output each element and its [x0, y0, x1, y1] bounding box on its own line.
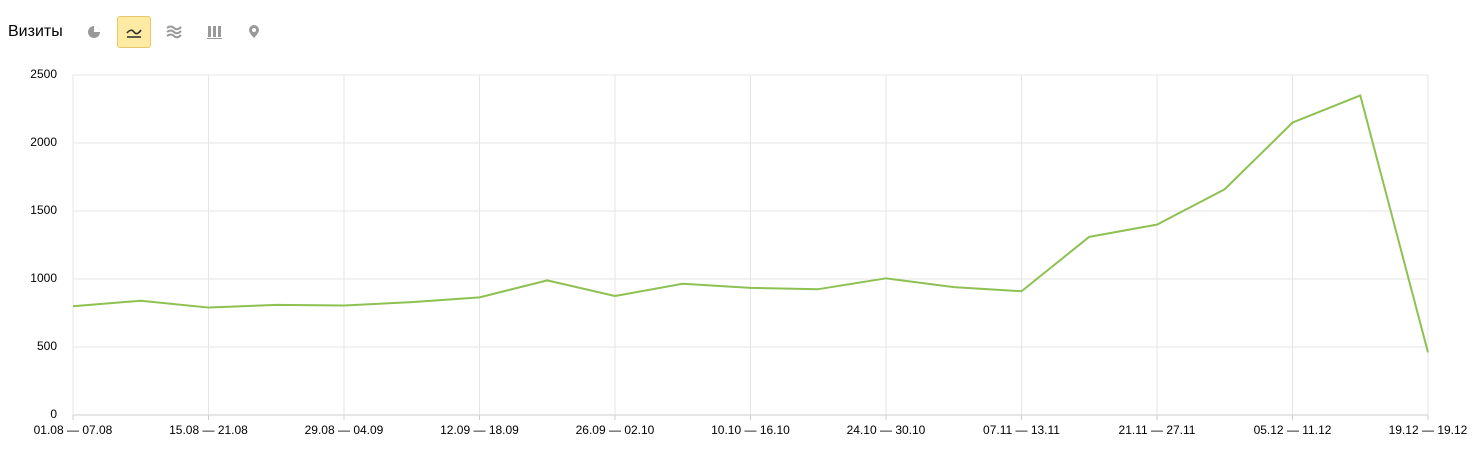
pie-view-button[interactable] [77, 16, 111, 48]
x-tick-label: 10.10 — 16.10 [711, 423, 790, 437]
x-tick-label: 26.09 — 02.10 [576, 423, 655, 437]
x-tick-label: 29.08 — 04.09 [305, 423, 384, 437]
x-tick-label: 05.12 — 11.12 [1254, 423, 1332, 437]
line-view-button[interactable] [116, 16, 151, 48]
bar-view-button[interactable] [197, 16, 231, 48]
line-series [72, 94, 1429, 353]
x-tick-label: 21.11 — 27.11 [1119, 423, 1196, 437]
x-tick-label: 01.08 — 07.08 [34, 423, 113, 437]
y-tick-label: 500 [37, 339, 57, 353]
y-tick-label: 1500 [30, 203, 57, 217]
x-tick-label: 15.08 — 21.08 [169, 423, 248, 437]
x-tick-label: 24.10 — 30.10 [847, 423, 926, 437]
area-view-button[interactable] [157, 16, 191, 48]
y-tick-label: 1000 [30, 271, 57, 285]
x-tick-label: 19.12 — 19.12 [1389, 423, 1468, 437]
map-view-button[interactable] [237, 16, 271, 48]
x-tick-label: 07.11 — 13.11 [983, 423, 1060, 437]
x-tick-label: 12.09 — 18.09 [440, 423, 519, 437]
y-tick-label: 0 [50, 407, 57, 421]
chart-title: Визиты [8, 23, 63, 40]
y-tick-label: 2000 [30, 135, 57, 149]
y-tick-label: 2500 [30, 67, 57, 81]
header: Визиты [8, 15, 277, 49]
